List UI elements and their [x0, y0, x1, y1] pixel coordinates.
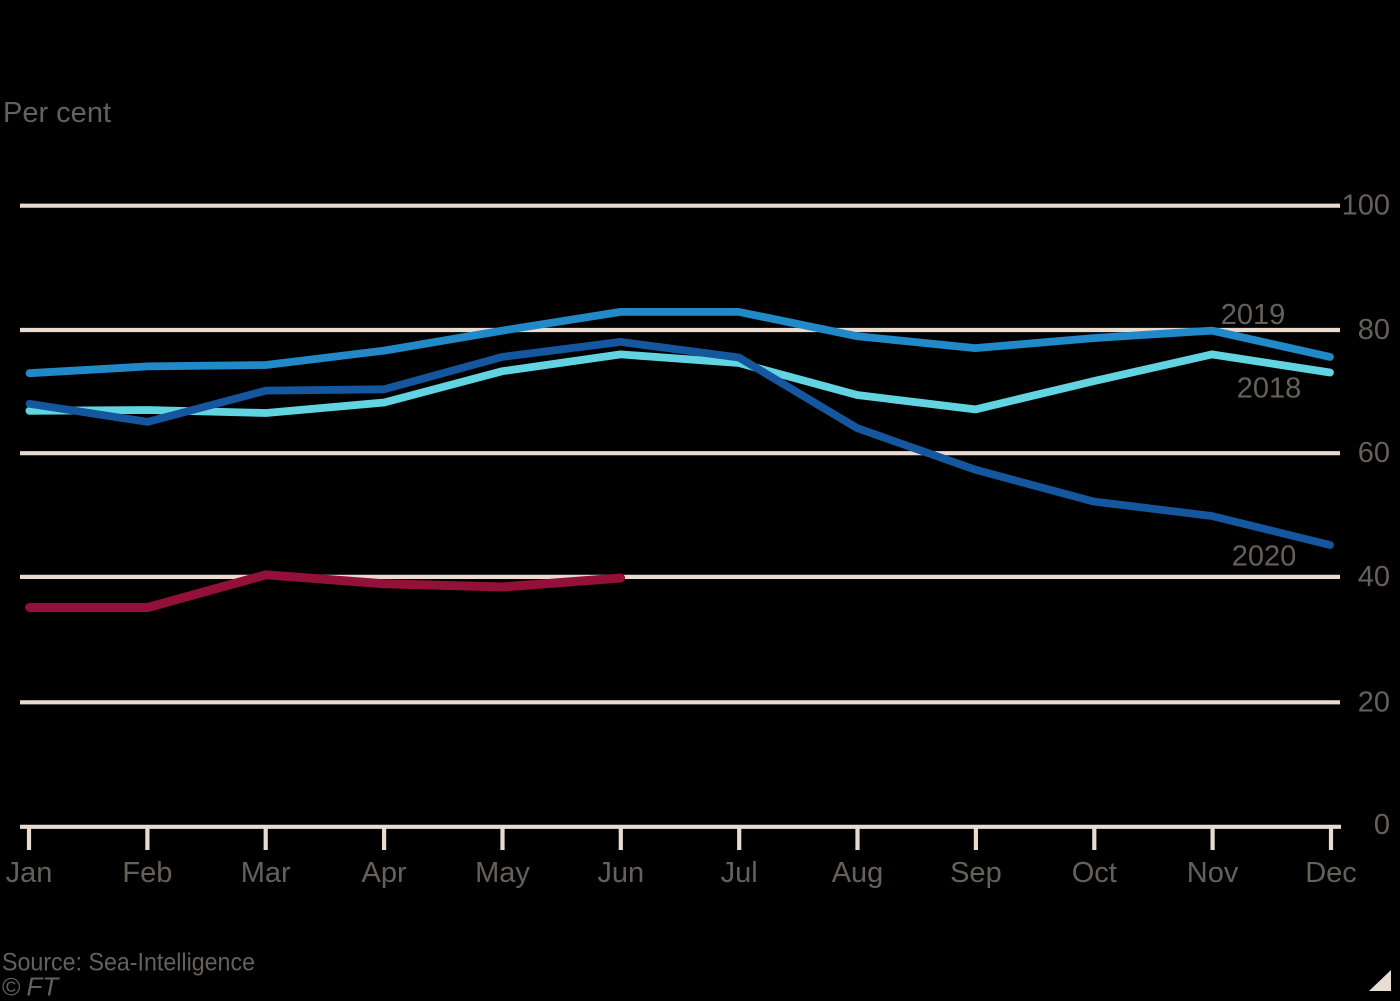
svg-text:Aug: Aug — [832, 857, 884, 889]
svg-text:©: © — [2, 974, 21, 1001]
svg-text:60: 60 — [1358, 437, 1390, 469]
svg-text:20: 20 — [1358, 686, 1390, 718]
svg-text:2018: 2018 — [1237, 373, 1302, 405]
svg-text:40: 40 — [1358, 561, 1390, 593]
svg-text:0: 0 — [1374, 809, 1390, 841]
svg-text:Per cent: Per cent — [3, 97, 111, 129]
svg-text:May: May — [475, 857, 530, 889]
svg-text:2020: 2020 — [1232, 541, 1297, 573]
svg-text:Apr: Apr — [362, 857, 407, 889]
svg-text:Nov: Nov — [1187, 857, 1239, 889]
svg-text:Jan: Jan — [6, 857, 53, 889]
svg-text:FT: FT — [27, 972, 61, 1001]
svg-text:Source: Sea-Intelligence: Source: Sea-Intelligence — [2, 948, 255, 976]
svg-text:Sep: Sep — [950, 857, 1002, 889]
svg-text:Dec: Dec — [1305, 857, 1357, 889]
svg-text:2019: 2019 — [1221, 299, 1286, 331]
svg-text:80: 80 — [1358, 314, 1390, 346]
svg-text:Jul: Jul — [721, 857, 758, 889]
svg-text:Feb: Feb — [122, 857, 172, 889]
svg-text:100: 100 — [1342, 190, 1390, 222]
svg-text:Mar: Mar — [241, 857, 291, 889]
svg-text:Jun: Jun — [597, 857, 644, 889]
svg-text:Oct: Oct — [1072, 857, 1117, 889]
